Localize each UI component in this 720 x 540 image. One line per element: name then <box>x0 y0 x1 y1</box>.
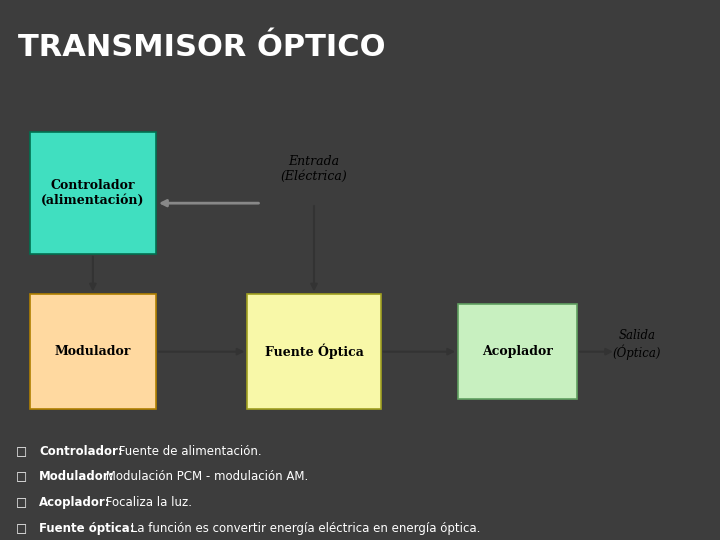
Text: Fuente Óptica: Fuente Óptica <box>264 344 364 360</box>
Text: La función es convertir energía eléctrica en energía óptica.: La función es convertir energía eléctric… <box>127 522 480 536</box>
Text: Entrada
(Eléctrica): Entrada (Eléctrica) <box>281 156 347 184</box>
Text: □: □ <box>16 496 27 509</box>
Text: Controlador:: Controlador: <box>40 445 123 458</box>
Text: Controlador
(alimentación): Controlador (alimentación) <box>41 179 145 207</box>
Bar <box>248 294 381 409</box>
Bar <box>458 305 577 399</box>
Bar <box>30 132 156 254</box>
Text: Acoplador: Acoplador <box>482 345 553 358</box>
Text: Salida
(Óptica): Salida (Óptica) <box>613 329 661 360</box>
Text: Modulador:: Modulador: <box>40 470 114 483</box>
Text: Acoplador:: Acoplador: <box>40 496 111 509</box>
Text: □: □ <box>16 445 27 458</box>
Text: TRANSMISOR ÓPTICO: TRANSMISOR ÓPTICO <box>18 33 385 62</box>
Text: Fuente de alimentación.: Fuente de alimentación. <box>114 445 261 458</box>
Text: Fuente óptica:: Fuente óptica: <box>40 522 135 536</box>
Bar <box>30 294 156 409</box>
Text: Modulador: Modulador <box>55 345 131 358</box>
Text: Modulación PCM - modulación AM.: Modulación PCM - modulación AM. <box>102 470 308 483</box>
Text: □: □ <box>16 522 27 536</box>
Text: □: □ <box>16 470 27 483</box>
Text: Focaliza la luz.: Focaliza la luz. <box>102 496 192 509</box>
